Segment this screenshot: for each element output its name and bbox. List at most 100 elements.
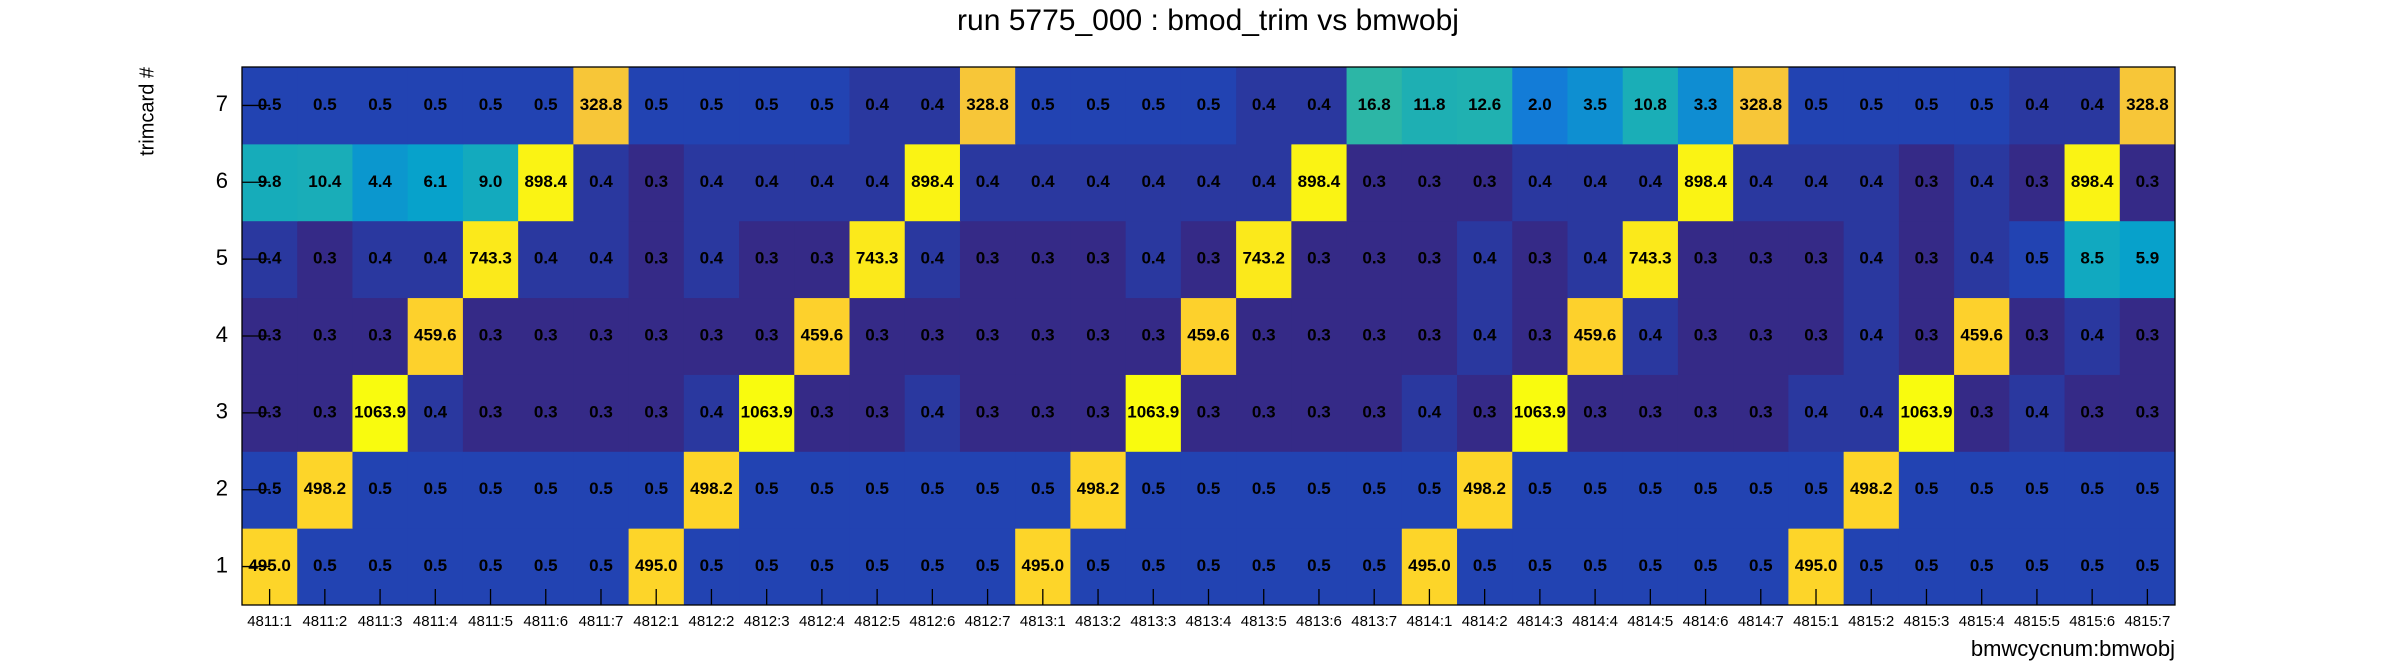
heatmap-cell — [628, 67, 685, 145]
cell-label: 0.5 — [1252, 479, 1276, 498]
heatmap-cell — [1567, 220, 1624, 299]
heatmap-cell — [407, 143, 464, 222]
heatmap-cell — [573, 67, 630, 145]
cell-label: 0.3 — [921, 325, 945, 344]
cell-label: 0.5 — [1362, 556, 1386, 575]
heatmap-cell — [1512, 297, 1568, 375]
x-tick-label: 4814:7 — [1738, 613, 1784, 630]
heatmap-cell — [1788, 374, 1845, 452]
heatmap-cell — [1898, 67, 1955, 145]
heatmap-cell — [518, 143, 574, 222]
heatmap-cell — [628, 220, 685, 299]
cell-label: 11.8 — [1413, 95, 1445, 114]
cell-label: 0.4 — [2025, 402, 2049, 421]
cell-label: 0.3 — [1141, 325, 1165, 344]
cell-label: 0.3 — [644, 402, 668, 421]
cell-label: 0.3 — [1749, 325, 1773, 344]
cell-label: 0.5 — [2080, 479, 2104, 498]
cell-label: 0.4 — [865, 95, 889, 114]
heatmap-cell — [407, 374, 464, 452]
y-axis-label: trimcard # — [136, 66, 158, 156]
heatmap-cell — [518, 451, 574, 529]
cell-label: 0.5 — [589, 479, 613, 498]
heatmap-cell — [1346, 67, 1403, 145]
cell-label: 0.4 — [1473, 249, 1497, 268]
cell-label: 0.5 — [1915, 479, 1939, 498]
cell-label: 16.8 — [1358, 95, 1391, 114]
cell-label: 0.4 — [1307, 95, 1331, 114]
x-tick-label: 4812:1 — [633, 613, 679, 630]
cell-label: 498.2 — [690, 479, 733, 498]
heatmap-cell — [2119, 297, 2176, 375]
cell-label: 0.3 — [976, 249, 1000, 268]
heatmap-cell — [573, 374, 630, 452]
cell-label: 0.4 — [1804, 172, 1828, 191]
cell-label: 743.3 — [1629, 249, 1672, 268]
cell-label: 0.4 — [1141, 172, 1165, 191]
heatmap-cell — [1622, 220, 1679, 299]
heatmap-cell — [683, 143, 740, 222]
cell-label: 0.5 — [479, 95, 503, 114]
cell-label: 0.3 — [976, 402, 1000, 421]
heatmap-cell — [904, 374, 961, 452]
heatmap-cell — [628, 143, 685, 222]
heatmap-cell — [352, 374, 409, 452]
x-tick-label: 4813:5 — [1241, 613, 1287, 630]
heatmap-cell — [1898, 374, 1955, 452]
heatmap-cell — [1512, 451, 1568, 529]
cell-label: 0.5 — [1086, 556, 1110, 575]
heatmap-cell — [739, 374, 795, 452]
heatmap-cell — [1733, 374, 1789, 452]
heatmap-cell — [1733, 67, 1789, 145]
heatmap-cell — [739, 143, 795, 222]
heatmap-cell — [1180, 220, 1237, 299]
cell-label: 0.4 — [1859, 249, 1883, 268]
heatmap-cell — [794, 143, 851, 222]
cell-label: 0.4 — [921, 95, 945, 114]
heatmap-cell — [518, 67, 574, 145]
x-tick-label: 4814:6 — [1683, 613, 1729, 630]
heatmap-cell — [1015, 297, 1071, 375]
cell-label: 498.2 — [304, 479, 347, 498]
heatmap-cell — [2009, 451, 2066, 529]
heatmap-cell — [1125, 451, 1182, 529]
heatmap-cell — [2119, 67, 2176, 145]
cell-label: 898.4 — [1298, 172, 1341, 191]
cell-label: 0.5 — [534, 95, 558, 114]
cell-label: 0.3 — [1086, 249, 1110, 268]
cell-label: 0.4 — [700, 402, 724, 421]
heatmap-cell — [1180, 451, 1237, 529]
cell-label: 0.5 — [1859, 95, 1883, 114]
y-tick-label: 4 — [216, 322, 228, 347]
cell-label: 0.3 — [865, 325, 889, 344]
cell-label: 0.5 — [921, 556, 945, 575]
cell-label: 0.4 — [1639, 172, 1663, 191]
cell-label: 0.4 — [368, 249, 392, 268]
cell-label: 0.3 — [1694, 402, 1718, 421]
cell-label: 0.3 — [1749, 402, 1773, 421]
x-tick-label: 4814:3 — [1517, 613, 1563, 630]
cell-label: 0.3 — [1583, 402, 1607, 421]
heatmap-cell — [1180, 297, 1237, 375]
heatmap-cell — [959, 220, 1016, 299]
cell-label: 0.5 — [2025, 479, 2049, 498]
heatmap-cell — [1236, 67, 1292, 145]
heatmap-cell — [462, 67, 519, 145]
heatmap-cell — [1843, 451, 1900, 529]
cell-label: 0.4 — [423, 402, 447, 421]
cell-label: 0.5 — [1970, 95, 1994, 114]
heatmap-cell — [1843, 374, 1900, 452]
cell-label: 0.4 — [1639, 325, 1663, 344]
cell-label: 0.5 — [1970, 479, 1994, 498]
cell-label: 0.3 — [1031, 402, 1055, 421]
cell-label: 8.5 — [2080, 249, 2104, 268]
cell-label: 0.5 — [423, 95, 447, 114]
cell-label: 0.4 — [589, 249, 613, 268]
cell-label: 495.0 — [635, 556, 678, 575]
cell-label: 0.5 — [865, 479, 889, 498]
cell-label: 743.3 — [856, 249, 899, 268]
cell-label: 0.3 — [1086, 325, 1110, 344]
cell-label: 0.3 — [1804, 325, 1828, 344]
cell-label: 0.5 — [1639, 479, 1663, 498]
heatmap-cell — [1567, 451, 1624, 529]
